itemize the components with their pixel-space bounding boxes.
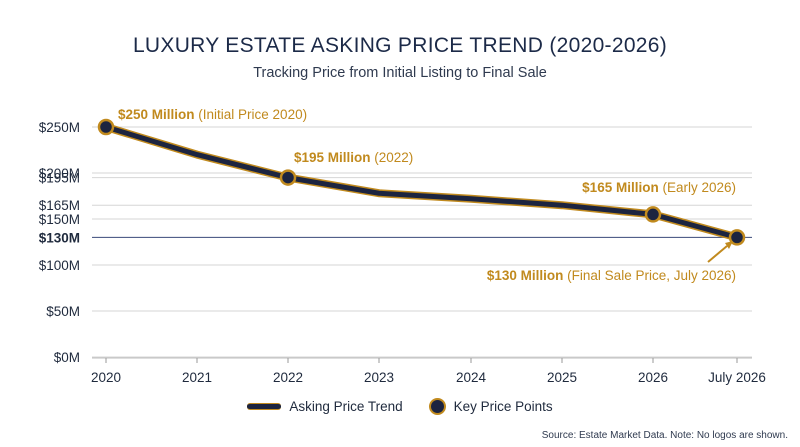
x-tick-label: 2025 [547,370,577,385]
legend-dot-swatch [428,398,446,415]
annotation-detail: (Final Sale Price, July 2026) [563,268,736,283]
x-tick-label: 2026 [638,370,668,385]
chart-legend: Asking Price Trend Key Price Points [0,398,800,415]
source-note: Source: Estate Market Data. Note: No log… [541,430,788,441]
annotation-value: $250 Million [118,107,195,122]
y-tick-label: $100M [39,258,80,273]
legend-item-key-points: Key Price Points [428,398,553,415]
y-tick-label: $200M [39,166,80,181]
key-point-annotation: $165 Million (Early 2026) [582,180,736,195]
key-point-annotation: $130 Million (Final Sale Price, July 202… [487,268,736,283]
series-line-asking-price-trend [103,124,740,240]
key-price-point [279,169,297,186]
line-chart: $0M $50M $100M $130M $150M$165M $195M$200M $25… [39,107,766,385]
annotation-value: $195 Million [294,150,371,165]
x-tick-label: 2020 [91,370,121,385]
annotation-detail: (Initial Price 2020) [195,107,308,122]
y-tick-label: $150M [39,212,80,227]
y-tick-label: $0M [54,350,80,365]
legend-label-key-points: Key Price Points [453,399,553,414]
legend-line-swatch [247,403,282,410]
key-price-point [728,229,746,246]
y-tick-label: $130M [39,230,80,245]
key-price-point [97,118,115,136]
y-tick-label: $195M [39,171,80,186]
x-tick-label: July 2026 [708,370,766,385]
legend-label-trend: Asking Price Trend [289,399,403,414]
annotation-value: $165 Million [582,180,659,195]
chart-title: LUXURY ESTATE ASKING PRICE TREND (2020-2… [132,34,668,57]
x-tick-label: 2024 [456,370,487,385]
chart-subtitle: Tracking Price from Initial Listing to F… [253,65,547,81]
key-point-annotation: $195 Million (2022) [294,150,413,165]
x-tick-label: 2021 [182,370,212,385]
annotation-arrow-head [725,241,733,249]
key-point-annotation: $250 Million (Initial Price 2020) [118,107,307,122]
legend-item-trend: Asking Price Trend [247,399,403,414]
annotation-detail: (Early 2026) [659,180,736,195]
x-tick-label: 2023 [364,370,394,385]
annotation-detail: (2022) [371,150,414,165]
y-tick-label: $165M [39,198,80,213]
annotation-value: $130 Million [487,268,564,283]
y-tick-label: $250M [39,120,80,135]
annotation-arrow-line [707,245,728,263]
y-tick-label: $50M [46,304,80,319]
x-tick-label: 2022 [273,370,303,385]
key-price-point [644,206,662,223]
